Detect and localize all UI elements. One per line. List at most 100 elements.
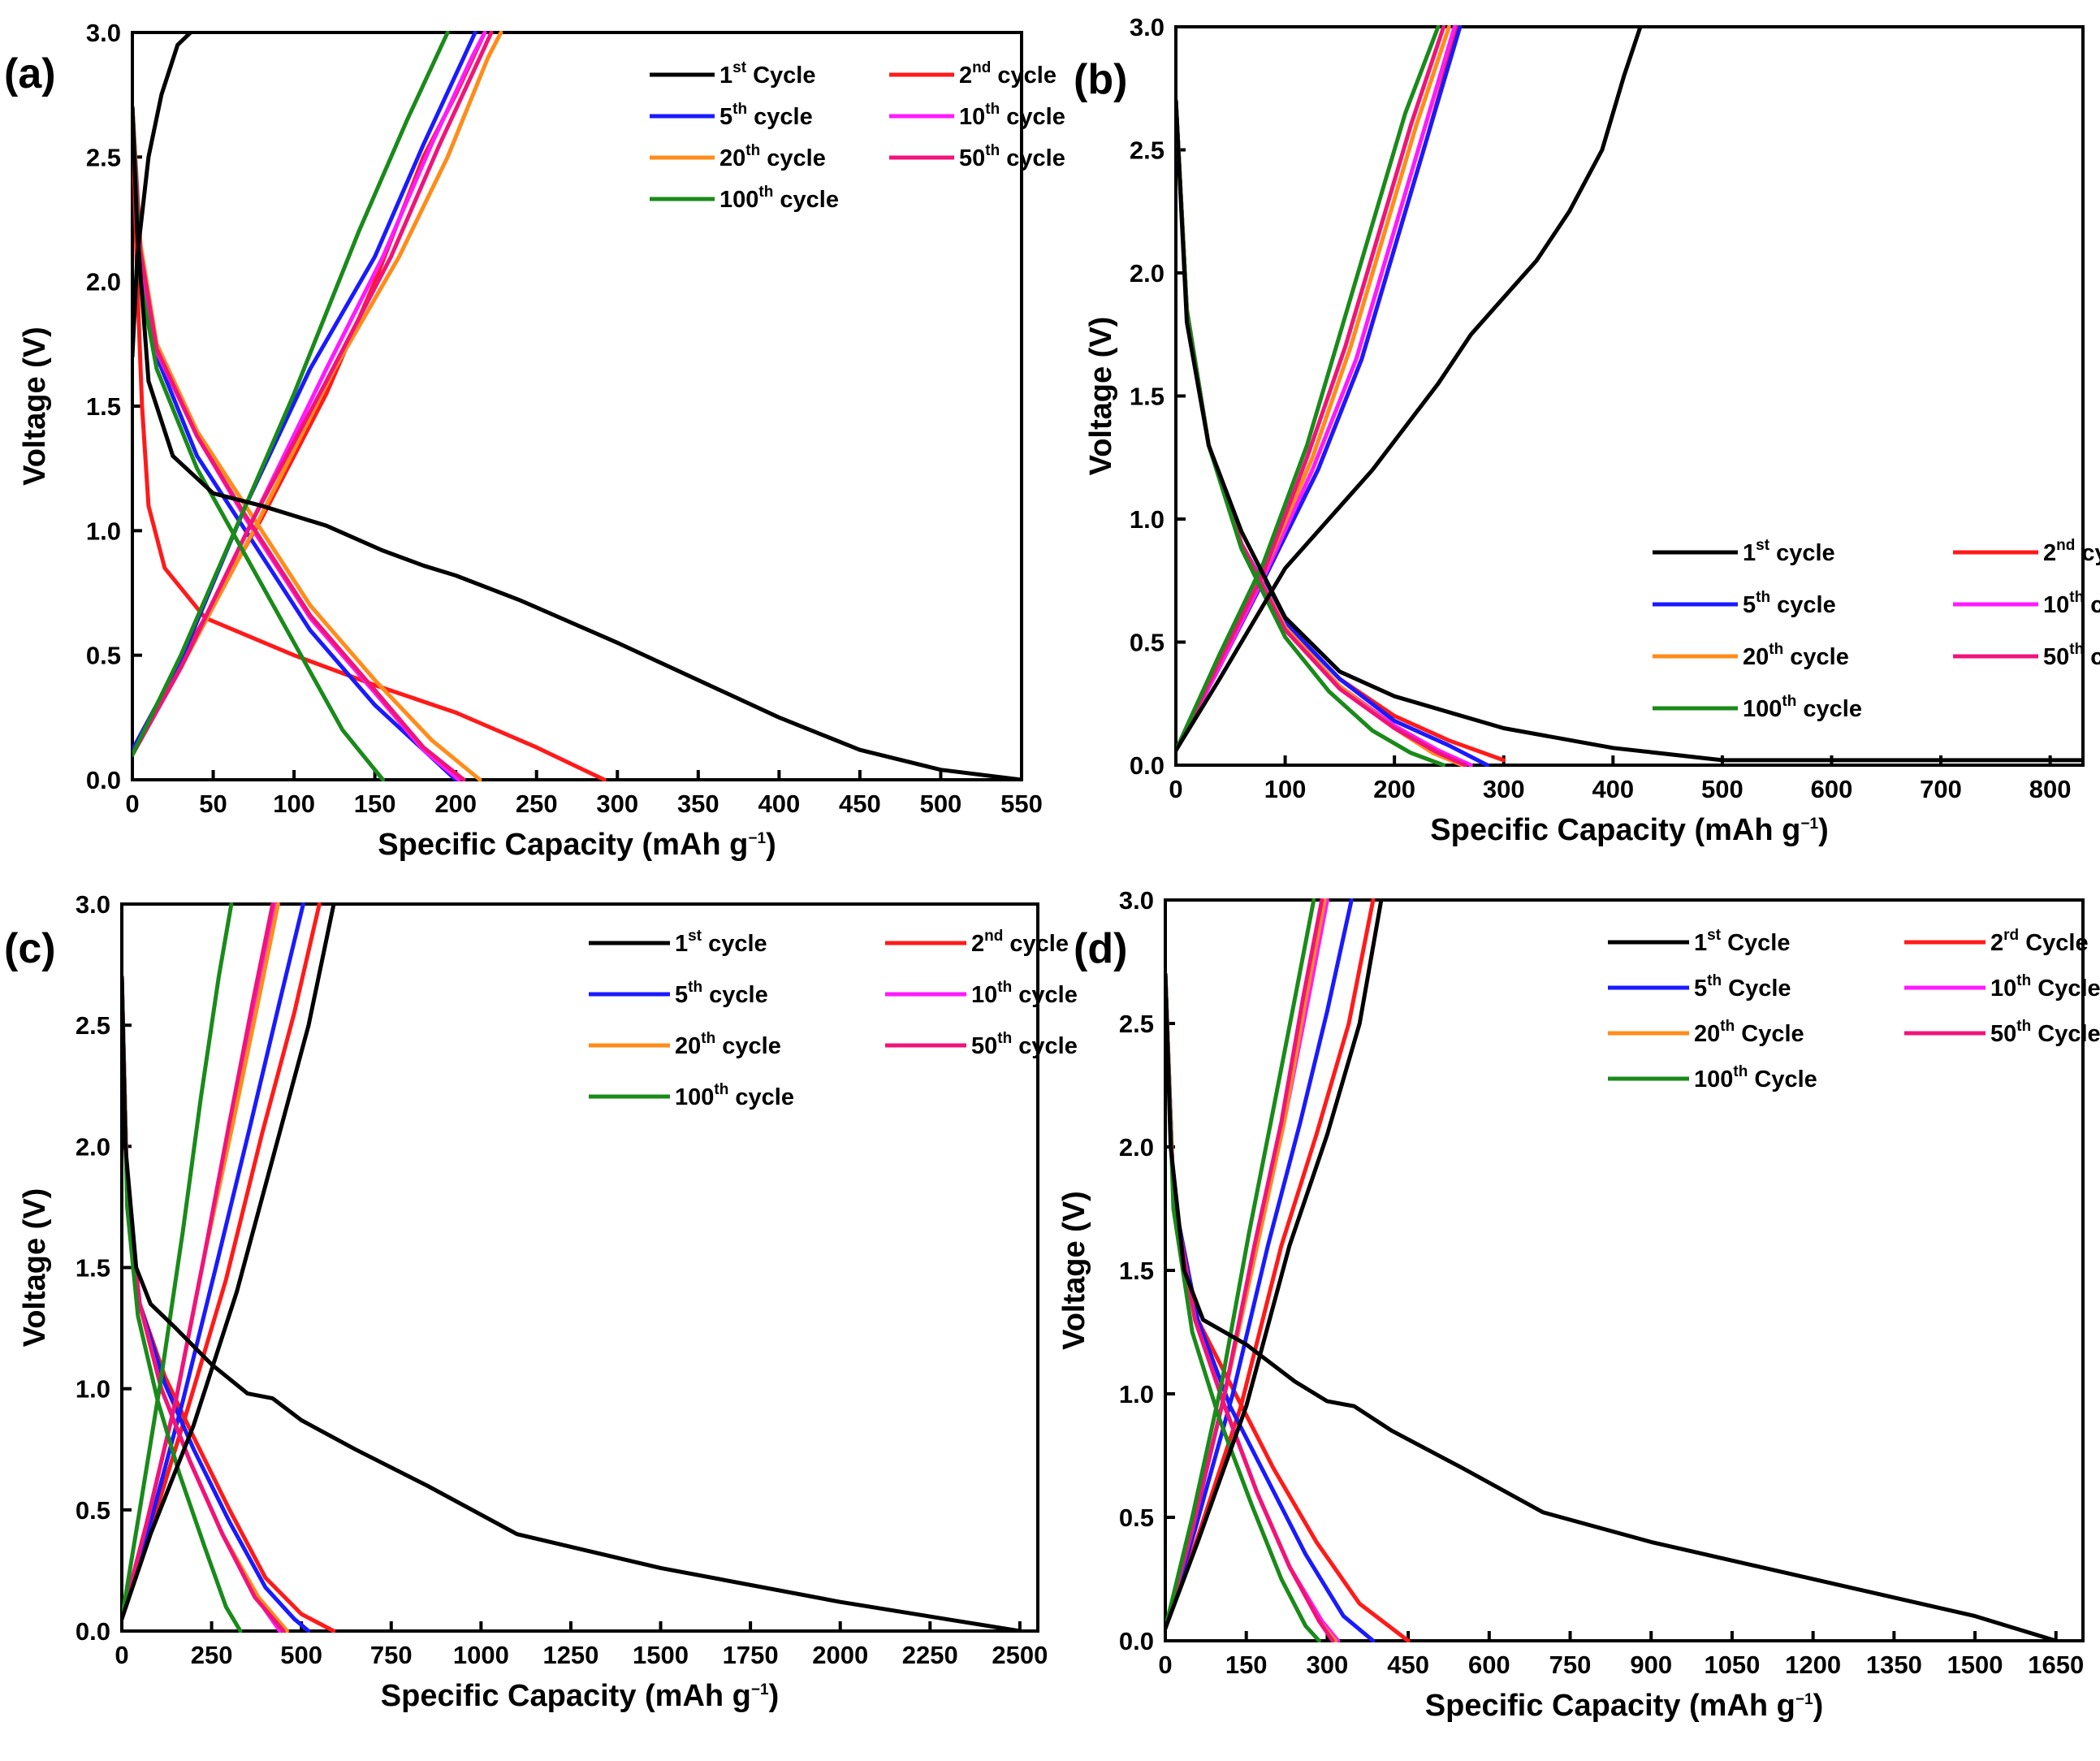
y-tick-label: 2.0 bbox=[1130, 259, 1165, 288]
x-tick-label: 600 bbox=[1468, 1651, 1510, 1679]
series-100-charge-line bbox=[122, 902, 234, 1621]
y-tick-label: 1.5 bbox=[76, 1254, 110, 1283]
y-tick-label: 1.5 bbox=[86, 392, 121, 421]
series-50-charge-line bbox=[1165, 898, 1324, 1631]
y-tick-label: 2.5 bbox=[86, 143, 121, 171]
legend-label-1: 1st cycle bbox=[1743, 537, 1835, 566]
x-axis-title: Specific Capacity (mAh g−1) bbox=[1425, 1689, 1823, 1723]
x-tick-label: 2000 bbox=[812, 1641, 868, 1669]
series-100-discharge-line bbox=[122, 975, 243, 1633]
x-tick-label: 350 bbox=[677, 790, 719, 818]
y-tick-label: 1.0 bbox=[76, 1375, 110, 1404]
panel-label: (b) bbox=[1074, 56, 1127, 103]
legend-label-1: 1st Cycle bbox=[719, 59, 816, 89]
legend-label-100: 100th Cycle bbox=[1694, 1063, 1817, 1093]
legend-label-10: 10th cycle bbox=[2043, 589, 2100, 618]
x-tick-label: 200 bbox=[434, 790, 477, 818]
series-2-discharge-line bbox=[122, 975, 336, 1633]
y-tick-label: 0.0 bbox=[86, 766, 121, 794]
y-tick-label: 1.5 bbox=[1119, 1257, 1154, 1285]
y-tick-label: 0.0 bbox=[1119, 1627, 1154, 1655]
y-tick-label: 1.5 bbox=[1130, 383, 1165, 411]
y-tick-label: 2.0 bbox=[76, 1132, 110, 1161]
legend-label-5: 5th cycle bbox=[1743, 589, 1836, 618]
x-tick-label: 1500 bbox=[633, 1641, 689, 1669]
legend-label-5: 5th cycle bbox=[675, 979, 768, 1008]
series-20-charge-line bbox=[122, 902, 280, 1621]
chart-panel-1: 0 50 100 150 200 250 300 350 400 450 500 550 0.0 0.5 1… bbox=[4, 19, 1065, 862]
x-tick-label: 1250 bbox=[542, 1641, 598, 1669]
y-axis-title: Voltage (V) bbox=[18, 1188, 52, 1348]
legend-label-2: 2nd cycle bbox=[959, 59, 1056, 89]
legend-label-2: 2nd cycle bbox=[2043, 537, 2100, 566]
legend-label-50: 50th cycle bbox=[959, 142, 1065, 171]
x-axis-title: Specific Capacity (mAh g−1) bbox=[378, 828, 776, 862]
legend: 1st Cycle 2rd Cycle 5th Cycle 10th Cycle 20t… bbox=[1608, 927, 2100, 1093]
series-1-charge-line bbox=[1176, 25, 1643, 753]
x-tick-label: 300 bbox=[1307, 1651, 1349, 1679]
series-100-discharge-line bbox=[1165, 971, 1321, 1642]
y-tick-label: 0.0 bbox=[1130, 751, 1165, 780]
series-1-discharge-line bbox=[122, 975, 1022, 1633]
series-1-discharge-line bbox=[132, 105, 1022, 781]
x-tick-label: 450 bbox=[839, 790, 881, 818]
legend-label-20: 20th cycle bbox=[719, 142, 826, 171]
x-tick-label: 750 bbox=[370, 1641, 413, 1669]
legend: 1st cycle 2nd cycle 5th cycle 10th cycle 20t… bbox=[1653, 537, 2100, 722]
y-axis-title: Voltage (V) bbox=[1057, 1191, 1091, 1350]
x-tick-label: 1000 bbox=[453, 1641, 509, 1669]
series-2-charge-line bbox=[1176, 25, 1460, 753]
y-tick-label: 0.5 bbox=[76, 1496, 110, 1525]
y-tick-label: 1.0 bbox=[86, 517, 121, 545]
x-tick-label: 800 bbox=[2029, 775, 2072, 803]
legend-label-5: 5th Cycle bbox=[1694, 972, 1791, 1002]
legend-label-1: 1st Cycle bbox=[1694, 927, 1791, 956]
x-tick-label: 200 bbox=[1373, 775, 1415, 803]
x-tick-label: 1050 bbox=[1704, 1651, 1760, 1679]
legend-label-100: 100th cycle bbox=[675, 1081, 794, 1110]
y-tick-label: 0.5 bbox=[1130, 629, 1165, 657]
series-100-charge-line bbox=[132, 31, 450, 757]
series-100-charge-line bbox=[1165, 898, 1316, 1631]
y-tick-label: 2.5 bbox=[76, 1011, 110, 1040]
y-tick-label: 0.5 bbox=[86, 642, 121, 670]
y-tick-label: 1.0 bbox=[1119, 1380, 1154, 1408]
series-5-charge-line bbox=[122, 902, 305, 1621]
x-tick-label: 900 bbox=[1630, 1651, 1672, 1679]
x-tick-label: 1500 bbox=[1947, 1651, 2003, 1679]
legend-label-5: 5th cycle bbox=[719, 101, 813, 130]
y-axis-title: Voltage (V) bbox=[18, 327, 52, 486]
y-tick-label: 2.0 bbox=[1119, 1133, 1154, 1162]
x-tick-label: 500 bbox=[920, 790, 962, 818]
panel-label: (d) bbox=[1074, 925, 1127, 972]
x-tick-label: 750 bbox=[1549, 1651, 1592, 1679]
x-tick-label: 300 bbox=[1483, 775, 1525, 803]
series-50-charge-line bbox=[122, 902, 275, 1621]
legend-label-50: 50th Cycle bbox=[1990, 1018, 2100, 1047]
series-5-charge-line bbox=[132, 31, 477, 752]
legend-label-1: 1st cycle bbox=[675, 928, 767, 957]
series-5-charge-line bbox=[1165, 898, 1354, 1631]
y-tick-label: 3.0 bbox=[1119, 886, 1154, 915]
x-tick-label: 250 bbox=[516, 790, 558, 818]
x-tick-label: 1750 bbox=[723, 1641, 779, 1669]
y-tick-label: 1.0 bbox=[1130, 505, 1165, 534]
y-tick-label: 3.0 bbox=[76, 890, 110, 919]
series-2-discharge-line bbox=[1165, 971, 1411, 1642]
x-tick-label: 1350 bbox=[1866, 1651, 1922, 1679]
legend-label-50: 50th cycle bbox=[971, 1030, 1078, 1059]
legend: 1st cycle 2nd cycle 5th cycle 10th cycle 20t… bbox=[589, 928, 1078, 1110]
chart-panel-4: 0 150 300 450 600 750 900 1050 1200 1350 1500 1650 0… bbox=[1057, 886, 2100, 1723]
x-tick-label: 400 bbox=[1592, 775, 1634, 803]
series-20-discharge-line bbox=[132, 105, 482, 781]
legend-label-2: 2nd cycle bbox=[971, 928, 1069, 957]
series-1-discharge-line bbox=[1165, 971, 2059, 1642]
legend-label-20: 20th cycle bbox=[1743, 641, 1849, 670]
x-tick-label: 550 bbox=[1000, 790, 1043, 818]
series-50-charge-line bbox=[1176, 25, 1446, 753]
legend-label-2: 2rd Cycle bbox=[1990, 927, 2089, 956]
x-tick-label: 300 bbox=[596, 790, 638, 818]
x-tick-label: 0 bbox=[1169, 775, 1182, 803]
panel-label: (c) bbox=[4, 925, 56, 972]
series-1-charge-line bbox=[1165, 898, 1384, 1631]
